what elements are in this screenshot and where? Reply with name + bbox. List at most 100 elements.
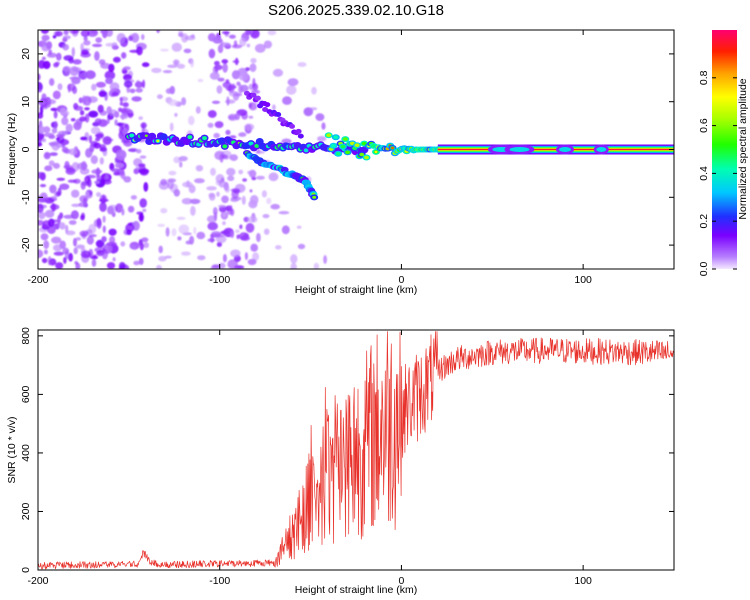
spectrogram-noise-blob bbox=[243, 216, 250, 223]
spectrogram-noise-blob bbox=[106, 241, 117, 246]
spectrogram-noise-blob bbox=[65, 167, 76, 175]
spectrogram-noise-blob bbox=[210, 167, 216, 176]
spectrogram-x-ticks: -200 -100 0 100 bbox=[27, 30, 592, 286]
spectrogram-signal-blob bbox=[364, 155, 369, 160]
spectrogram-noise-blob bbox=[46, 41, 53, 50]
spectrogram-noise-blob bbox=[207, 222, 218, 231]
spectrogram-noise-blob bbox=[76, 244, 85, 249]
spectrogram-x-tick-label: -200 bbox=[27, 274, 48, 286]
spectrogram-noise-blob bbox=[218, 204, 226, 208]
spectrogram-signal-blob bbox=[354, 143, 360, 147]
spectrogram-noise-blob bbox=[53, 251, 64, 256]
spectrogram-noise-blob bbox=[128, 35, 133, 42]
spectrogram-noise-blob bbox=[120, 171, 126, 180]
spectrogram-noise-blob bbox=[238, 73, 249, 81]
spectrogram-noise-blob bbox=[136, 46, 143, 56]
spectrogram-noise-blob bbox=[138, 116, 143, 120]
spectrogram-noise-blob bbox=[56, 52, 62, 61]
spectrogram-noise-blob bbox=[51, 236, 62, 244]
spectrogram-noise-blob bbox=[181, 198, 193, 205]
spectrogram-noise-blob bbox=[206, 186, 217, 191]
spectrogram-noise-blob bbox=[196, 231, 206, 240]
spectrogram-noise-blob bbox=[254, 43, 266, 53]
spectrogram-noise-blob bbox=[213, 132, 220, 139]
spectrogram-noise-blob bbox=[227, 259, 238, 269]
spectrogram-noise-blob bbox=[135, 166, 140, 170]
spectrogram-noise-blob bbox=[247, 258, 257, 266]
spectrogram-noise-blob bbox=[184, 35, 196, 41]
spectrogram-x-tick-label: -100 bbox=[209, 274, 230, 286]
spectrogram-noise-blob bbox=[122, 102, 129, 108]
spectrogram-noise-blob bbox=[160, 178, 168, 186]
spectrogram-noise-blob bbox=[93, 142, 101, 149]
spectrogram-noise-blob bbox=[102, 179, 112, 185]
spectrogram-noise-blob bbox=[39, 192, 48, 202]
spectrogram-noise-blob bbox=[111, 168, 120, 173]
spectrogram-noise-blob bbox=[256, 148, 261, 154]
spectrogram-noise-blob bbox=[222, 221, 226, 226]
spectrogram-noise-blob bbox=[118, 122, 128, 128]
spectrogram-noise-blob bbox=[108, 228, 117, 236]
spectrogram-noise-blob bbox=[225, 79, 230, 84]
spectrogram-noise-blob bbox=[42, 56, 46, 61]
spectrogram-noise-blob bbox=[142, 208, 147, 212]
spectrogram-noise-blob bbox=[50, 107, 58, 112]
spectrogram-noise-blob bbox=[174, 112, 178, 117]
spectrogram-noise-blob bbox=[38, 211, 46, 220]
spectrogram-noise-blob bbox=[119, 101, 123, 106]
spectrogram-noise-blob bbox=[174, 60, 179, 66]
colorbar-ticks: 0.0 0.2 0.4 0.6 0.8 bbox=[698, 70, 737, 276]
spectrogram-noise-blob bbox=[215, 235, 227, 244]
spectrogram-noise-blob bbox=[244, 30, 252, 35]
spectrogram-noise-blob bbox=[230, 198, 239, 202]
spectrogram-noise-blob bbox=[49, 204, 60, 210]
spectrogram-noise-blob bbox=[62, 247, 70, 255]
spectrogram-noise-blob bbox=[38, 132, 45, 140]
spectrogram-y-ticks: -20 -10 0 10 20 bbox=[20, 48, 674, 253]
spectrogram-noise-blob bbox=[248, 83, 254, 91]
spectrogram-noise-blob bbox=[156, 94, 163, 100]
spectrogram-noise-blob bbox=[162, 70, 173, 74]
spectrogram-noise-blob bbox=[165, 88, 171, 94]
spectrogram-noise-blob bbox=[38, 81, 43, 92]
spectrogram-noise-blob bbox=[50, 195, 57, 200]
spectrogram-noise-blob bbox=[248, 102, 258, 111]
spectrogram-noise-blob bbox=[99, 157, 104, 165]
spectrogram-noise-blob bbox=[51, 127, 58, 134]
figure-title: S206.2025.339.02.10.G18 bbox=[268, 2, 444, 19]
spectrogram-noise-blob bbox=[95, 81, 106, 88]
spectrogram-noise-blob bbox=[141, 34, 145, 40]
spectrogram-noise-blob bbox=[242, 178, 248, 182]
spectrogram-noise-blob bbox=[91, 259, 97, 267]
spectrogram-noise-blob bbox=[178, 32, 184, 38]
spectrogram-noise-blob bbox=[127, 205, 135, 213]
spectrogram-noise-blob bbox=[156, 264, 162, 269]
spectrogram-noise-blob bbox=[230, 230, 235, 239]
spectrogram-noise-blob bbox=[282, 96, 292, 105]
spectrogram-noise-blob bbox=[323, 255, 327, 264]
spectrogram-noise-blob bbox=[80, 250, 91, 259]
spectrogram-signal-blob bbox=[312, 195, 317, 199]
spectrogram-noise-blob bbox=[139, 198, 147, 208]
spectrogram-noise-blob bbox=[94, 180, 100, 184]
spectrogram-noise-blob bbox=[67, 83, 71, 93]
spectrogram-signal-blob bbox=[250, 92, 257, 98]
spectrogram-noise-blob bbox=[239, 37, 247, 47]
spectrogram-noise-blob bbox=[49, 78, 55, 86]
spectrogram-noise-blob bbox=[68, 148, 78, 156]
snr-x-ticks: -200 -100 0 100 bbox=[27, 330, 592, 587]
spectrogram-noise-blob bbox=[79, 230, 89, 237]
spectrogram-noise-blob bbox=[67, 179, 77, 183]
spectrogram-noise-blob bbox=[73, 121, 82, 131]
spectrogram-noise-blob bbox=[43, 240, 50, 250]
spectrogram-noise-blob bbox=[190, 59, 195, 68]
spectrogram-noise-blob bbox=[238, 132, 247, 137]
spectrogram-signal-blobs bbox=[124, 90, 674, 201]
spectrogram-noise-blob bbox=[226, 167, 236, 176]
spectrogram-noise-blob bbox=[219, 153, 224, 163]
colorbar: 0.0 0.2 0.4 0.6 0.8 Normalized spectral ampl… bbox=[698, 30, 749, 276]
spectrogram-y-tick-label: 10 bbox=[20, 96, 32, 108]
snr-y-label: SNR (10 * v/v) bbox=[6, 416, 18, 483]
spectrogram-noise-blob bbox=[249, 189, 253, 193]
